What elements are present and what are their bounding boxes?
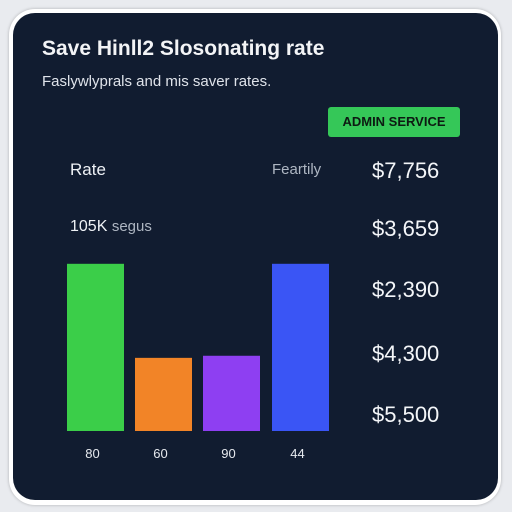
segus-value: 105K xyxy=(70,218,108,235)
bar-label: 60 xyxy=(153,446,167,461)
price-value: $2,390 xyxy=(372,277,440,302)
rate-label: Rate xyxy=(70,160,106,179)
bar-label: 80 xyxy=(85,446,99,461)
card-subtitle: Faslywlyprals and mis saver rates. xyxy=(42,73,272,90)
bar-chart: 80 60 90 44 xyxy=(67,263,329,461)
segus-label: segus xyxy=(111,218,152,235)
bar-44 xyxy=(272,263,329,431)
price-value: $5,500 xyxy=(372,402,440,427)
price-value: $3,659 xyxy=(372,216,440,241)
price-value: $4,300 xyxy=(372,341,440,366)
bar-80 xyxy=(67,263,124,431)
bar-label: 90 xyxy=(221,446,235,461)
price-value: $7,756 xyxy=(372,158,440,183)
card-title: Save Hinll2 Slosonating rate xyxy=(42,37,325,60)
admin-service-button[interactable]: ADMIN SERVICE xyxy=(328,107,460,137)
bar-label: 44 xyxy=(290,446,304,461)
segus-stat: 105K segus xyxy=(70,218,152,236)
feartily-label: Feartily xyxy=(272,161,322,178)
bar-90 xyxy=(203,355,260,431)
bar-60 xyxy=(135,357,192,431)
summary-card: Save Hinll2 Slosonating rate Faslywlypra… xyxy=(13,13,498,500)
